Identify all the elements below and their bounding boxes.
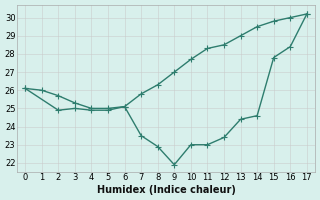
X-axis label: Humidex (Indice chaleur): Humidex (Indice chaleur) [97,185,236,195]
